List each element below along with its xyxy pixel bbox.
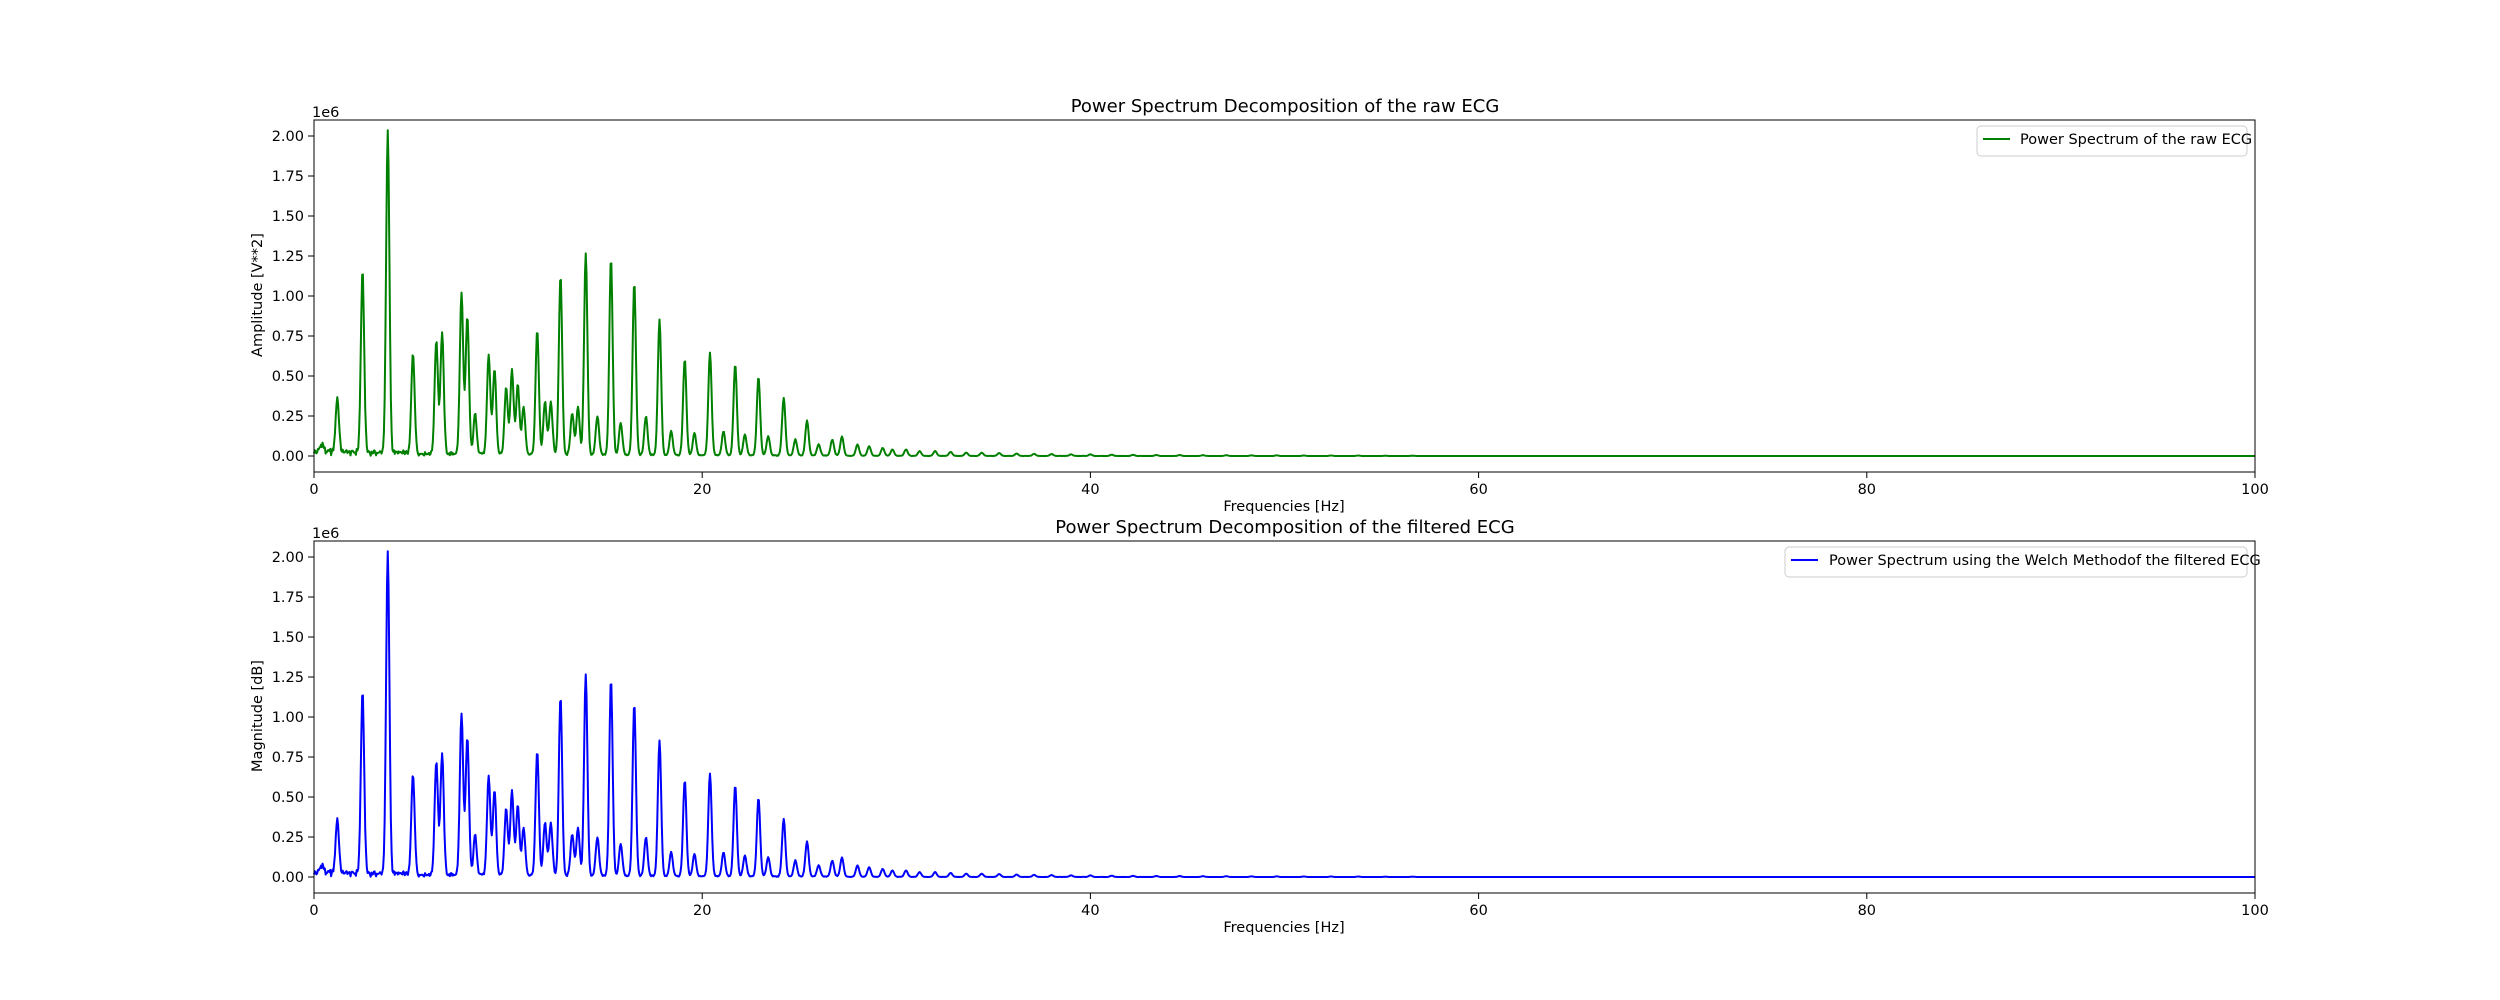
y-axis-label: Amplitude [V**2]	[250, 233, 266, 357]
x-tick-label: 80	[1858, 903, 1876, 919]
y-tick-label: 1.25	[272, 249, 304, 265]
x-tick-label: 100	[2241, 482, 2269, 498]
raw-ecg-chart: Power Spectrum Decomposition of the raw …	[250, 96, 2269, 515]
x-tick-label: 20	[693, 903, 711, 919]
y-tick-label: 2.00	[272, 550, 304, 566]
y-tick-label: 0.50	[272, 790, 304, 806]
y-offset-label: 1e6	[312, 105, 339, 121]
x-tick-label: 0	[309, 903, 318, 919]
y-tick-label: 0.50	[272, 369, 304, 385]
y-tick-label: 0.00	[272, 449, 304, 465]
legend: Power Spectrum using the Welch Methodof …	[1784, 546, 2261, 578]
x-tick-label: 20	[693, 482, 711, 498]
y-tick-label: 0.25	[272, 409, 304, 425]
chart-title: Power Spectrum Decomposition of the raw …	[1071, 96, 1500, 117]
legend-box	[1976, 125, 2248, 157]
x-tick-label: 0	[309, 482, 318, 498]
x-tick-label: 60	[1469, 903, 1487, 919]
y-tick-label: 2.00	[272, 129, 304, 145]
plot-frame	[313, 119, 2256, 473]
y-tick-label: 1.50	[272, 209, 304, 225]
legend: Power Spectrum of the raw ECG	[1976, 125, 2252, 157]
plot-area	[313, 550, 2256, 878]
series-line	[313, 129, 2256, 457]
y-axis-label: Magnitude [dB]	[250, 660, 266, 772]
axis-ticks: 0 20 40 60 80 100 0.00 0.25 0.50 0.75 1.00 1.25 1.50…	[272, 129, 2269, 498]
x-tick-label: 100	[2241, 903, 2269, 919]
x-tick-label: 40	[1081, 903, 1099, 919]
x-tick-label: 60	[1469, 482, 1487, 498]
y-tick-label: 1.50	[272, 630, 304, 646]
y-tick-label: 1.00	[272, 710, 304, 726]
y-tick-label: 1.25	[272, 670, 304, 686]
chart-title: Power Spectrum Decomposition of the filt…	[1055, 517, 1514, 538]
y-tick-label: 1.75	[272, 590, 304, 606]
legend-label: Power Spectrum of the raw ECG	[2020, 132, 2252, 148]
y-tick-label: 0.00	[272, 870, 304, 886]
series-line	[313, 550, 2256, 878]
y-tick-label: 0.75	[272, 750, 304, 766]
y-tick-label: 1.75	[272, 169, 304, 185]
legend-label: Power Spectrum using the Welch Methodof …	[1829, 553, 2261, 569]
x-tick-label: 40	[1081, 482, 1099, 498]
plot-frame	[313, 540, 2256, 894]
x-axis-label: Frequencies [Hz]	[1223, 920, 1344, 936]
plot-area	[313, 129, 2256, 457]
y-offset-label: 1e6	[312, 526, 339, 542]
legend-box	[1784, 546, 2248, 578]
axis-ticks: 0 20 40 60 80 100 0.00 0.25 0.50 0.75 1.00 1.25 1.50…	[272, 550, 2269, 919]
x-axis-label: Frequencies [Hz]	[1223, 499, 1344, 515]
filtered-ecg-chart: Power Spectrum Decomposition of the filt…	[250, 517, 2269, 936]
y-tick-label: 0.25	[272, 830, 304, 846]
y-tick-label: 1.00	[272, 289, 304, 305]
y-tick-label: 0.75	[272, 329, 304, 345]
x-tick-label: 80	[1858, 482, 1876, 498]
